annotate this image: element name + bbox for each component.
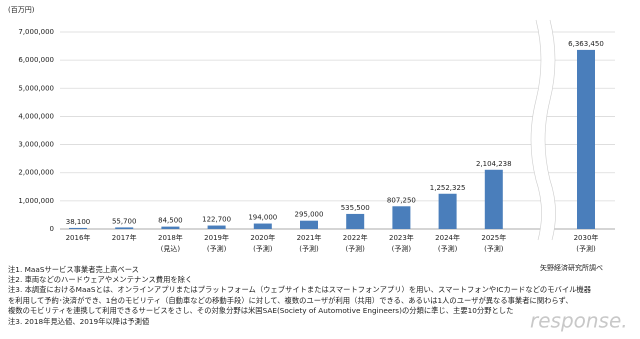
bar [346,213,365,229]
watermark: response. [530,309,628,333]
x-tick-label: 2022年 [343,233,368,242]
x-tick-label: 2024年 [435,233,460,242]
x-tick-label: 2030年 [574,233,599,242]
x-tick-label: (見込) [161,244,181,253]
y-tick-label: 2,000,000 [18,169,54,177]
x-tick-label: 2019年 [204,233,229,242]
x-tick-label: 2017年 [112,233,137,242]
note: 複数のモビリティを連携して利用できるサービスをさし、その対象分野は米国SAE(S… [8,306,513,315]
y-axis-unit: (百万円) [8,6,35,14]
value-label: 535,500 [341,204,370,212]
x-tick-label: 2018年 [158,233,183,242]
x-tick-label: 2023年 [389,233,414,242]
value-label: 295,000 [295,211,324,219]
note: 注1. MaaSサービス事業者売上高ベース [8,265,139,274]
bar [69,227,87,229]
x-tick-label: (予測) [299,244,319,253]
bar [577,49,595,229]
value-label: 122,700 [202,216,231,224]
y-tick-label: 6,000,000 [18,56,54,64]
note: を利用して予約･決済ができ、1台のモビリティ（自動車などの移動手段）に対して、複… [8,296,573,305]
source: 矢野経済研究所調べ [540,263,603,272]
value-label: 194,000 [248,214,277,222]
value-label: 6,363,450 [568,40,604,48]
x-tick-label: 2016年 [66,233,91,242]
y-tick-label: 1,000,000 [18,197,54,205]
bar [207,225,226,229]
x-tick-label: (予測) [392,244,412,253]
bar [438,193,457,229]
y-tick-label: 5,000,000 [18,84,54,92]
x-tick-label: 2025年 [481,233,506,242]
x-tick-label: (予測) [438,244,458,253]
note: 注3. 本調査におけるMaaSとは、オンラインアプリまたはプラットフォーム（ウェ… [8,285,592,294]
value-label: 2,104,238 [476,160,512,168]
value-label: 84,500 [158,217,183,225]
bar [115,227,134,229]
axis-break-edge [544,19,556,241]
axis-break [531,20,556,240]
value-label: 1,252,325 [430,184,466,192]
value-label: 55,700 [112,217,137,225]
x-tick-label: (予測) [484,244,504,253]
x-tick-label: 2020年 [250,233,275,242]
value-label: 807,250 [387,196,416,204]
x-tick-label: (予測) [345,244,365,253]
x-tick-label: (予測) [253,244,273,253]
bar [484,169,503,229]
y-tick-label: 7,000,000 [18,28,54,36]
x-tick-label: (予測) [207,244,227,253]
bar [161,226,180,229]
y-tick-label: 3,000,000 [18,141,54,149]
bar [253,223,272,229]
bar [300,220,318,229]
note: 注3. 2018年見込値、2019年以降は予測値 [8,317,149,326]
y-tick-label: 0 [50,225,54,233]
bar [392,206,411,229]
axis-break-edge [530,19,542,241]
y-tick-label: 4,000,000 [18,112,54,120]
x-tick-label: 2021年 [297,233,322,242]
note: 注2. 車両などのハードウェアやメンテナンス費用を除く [8,275,192,284]
x-tick-label: (予測) [576,244,596,253]
value-label: 38,100 [66,218,91,226]
